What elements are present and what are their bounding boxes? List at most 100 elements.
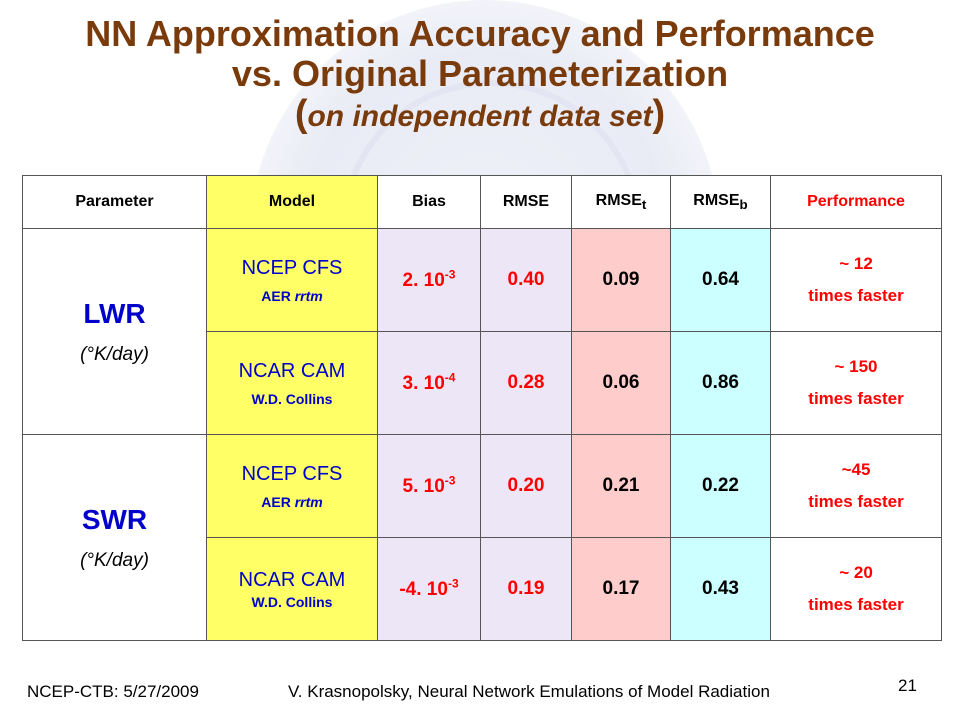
perf-factor: ~ 150 <box>834 357 878 376</box>
header-rmse-b: RMSEb <box>670 175 771 229</box>
bias-cell: 2. 10-3 <box>377 228 481 332</box>
rmse-b-value: 0.86 <box>702 372 739 393</box>
rmse-t-value: 0.06 <box>602 372 640 393</box>
page-number: 21 <box>898 676 917 695</box>
model-name: NCEP CFS <box>241 462 343 485</box>
model-sub-a: AER <box>261 287 295 304</box>
table-row: NCAR CAM W.D. Collins -4. 10-3 0.19 0.17… <box>23 537 942 641</box>
rmse-cell: 0.40 <box>480 228 572 332</box>
header-parameter: Parameter <box>22 175 207 229</box>
rmse-b-cell: 0.64 <box>670 228 771 332</box>
rmse-b-cell: 0.43 <box>670 537 771 641</box>
footer-date: NCEP-CTB: 5/27/2009 <box>27 682 199 701</box>
rmse-t-value: 0.17 <box>602 578 640 599</box>
rmse-b-value: 0.22 <box>702 475 739 496</box>
param-name: LWR <box>83 297 146 329</box>
header-rmse-b-sub: b <box>739 197 748 213</box>
bias-value: 2. 10-3 <box>402 267 456 292</box>
rmse-t-cell: 0.09 <box>571 228 671 332</box>
rmse-b-cell: 0.22 <box>670 434 771 538</box>
bias-value: -4. 10-3 <box>399 576 459 601</box>
header-rmse-b-base: RMSE <box>693 191 740 209</box>
perf-label: times faster <box>808 389 904 408</box>
rmse-value: 0.40 <box>507 269 545 290</box>
bias-exp: -3 <box>447 576 459 591</box>
bias-exp: -4 <box>444 370 456 385</box>
bias-base: -4. 10 <box>399 579 448 601</box>
unit-open: ( <box>80 343 87 365</box>
header-model: Model <box>206 175 378 229</box>
model-sub: W.D. Collins <box>207 594 377 610</box>
rmse-value: 0.19 <box>507 578 545 599</box>
model-cell: NCAR CAM W.D. Collins <box>206 537 378 641</box>
header-rmse-t: RMSEt <box>571 175 671 229</box>
performance-cell: ~ 12 times faster <box>770 228 942 332</box>
perf-factor: ~ 12 <box>839 254 873 273</box>
perf-factor: ~45 <box>841 460 871 479</box>
model-name: NCAR CAM <box>238 359 346 382</box>
param-cell-lwr: LWR (°K/day) <box>22 228 207 435</box>
rmse-t-cell: 0.06 <box>571 331 671 435</box>
rmse-t-cell: 0.21 <box>571 434 671 538</box>
perf-label: times faster <box>808 286 904 305</box>
title-line-1: NN Approximation Accuracy and Performanc… <box>85 13 875 54</box>
rmse-t-value: 0.21 <box>602 475 640 496</box>
unit-text: K/day) <box>94 343 149 365</box>
model-sub: AER rrtm <box>207 494 377 510</box>
table-row: LWR (°K/day) NCEP CFS AER rrtm 2. 10-3 0… <box>22 228 942 435</box>
table-row: SWR (°K/day) NCEP CFS AER rrtm 5. 10-3 0… <box>22 434 942 641</box>
header-rmse: RMSE <box>480 175 572 229</box>
unit-text: K/day) <box>94 549 149 571</box>
model-sub-a: W.D. Collins <box>251 593 333 610</box>
rmse-t-cell: 0.17 <box>571 537 671 641</box>
param-unit: (°K/day) <box>23 550 206 572</box>
bias-cell: 5. 10-3 <box>377 434 481 538</box>
param-unit: (°K/day) <box>23 344 206 366</box>
bias-value: 5. 10-3 <box>402 473 456 498</box>
rmse-cell: 0.19 <box>480 537 572 641</box>
performance-cell: ~45 times faster <box>770 434 942 538</box>
rmse-b-value: 0.43 <box>702 578 739 599</box>
perf-label: times faster <box>808 492 904 511</box>
rmse-b-cell: 0.86 <box>670 331 771 435</box>
bias-exp: -3 <box>444 473 456 488</box>
bias-exp: -3 <box>444 267 456 282</box>
perf-factor: ~ 20 <box>839 563 873 582</box>
bias-base: 2. 10 <box>402 270 445 292</box>
unit-degree: ° <box>86 549 94 571</box>
header-performance: Performance <box>770 175 942 229</box>
model-name: NCAR CAM <box>238 568 346 591</box>
model-sub: W.D. Collins <box>207 391 377 407</box>
rmse-b-value: 0.64 <box>702 269 739 290</box>
model-sub-a: W.D. Collins <box>251 390 333 407</box>
model-sub-a: AER <box>261 493 295 510</box>
rmse-cell: 0.28 <box>480 331 572 435</box>
model-sub-b: rrtm <box>294 287 323 304</box>
bias-base: 5. 10 <box>402 476 445 498</box>
unit-open: ( <box>80 549 87 571</box>
header-rmse-t-base: RMSE <box>595 191 642 209</box>
rmse-value: 0.20 <box>507 475 545 496</box>
title-paren-close: ) <box>652 93 666 135</box>
unit-degree: ° <box>86 343 94 365</box>
perf-label: times faster <box>808 595 904 614</box>
title-paren-open: ( <box>294 93 308 135</box>
results-table: Parameter Model Bias RMSE RMSEt RMSEb Pe… <box>22 175 942 641</box>
header-row: Parameter Model Bias RMSE RMSEt RMSEb Pe… <box>22 175 942 229</box>
bias-cell: -4. 10-3 <box>377 537 481 641</box>
model-cell: NCEP CFS AER rrtm <box>206 228 378 332</box>
header-bias: Bias <box>377 175 481 229</box>
title-line-2: vs. Original Parameterization <box>231 53 729 94</box>
bias-cell: 3. 10-4 <box>377 331 481 435</box>
table-row: NCAR CAM W.D. Collins 3. 10-4 0.28 0.06 … <box>23 331 942 435</box>
bias-value: 3. 10-4 <box>402 370 456 395</box>
title-line-3: (on independent data set) <box>0 94 960 137</box>
rmse-t-value: 0.09 <box>602 269 640 290</box>
param-name: SWR <box>81 503 148 535</box>
rmse-cell: 0.20 <box>480 434 572 538</box>
model-cell: NCAR CAM W.D. Collins <box>206 331 378 435</box>
bias-base: 3. 10 <box>402 373 445 395</box>
header-rmse-t-sub: t <box>641 197 647 213</box>
title-subtitle: on independent data set <box>307 100 653 133</box>
model-sub: AER rrtm <box>207 288 377 304</box>
